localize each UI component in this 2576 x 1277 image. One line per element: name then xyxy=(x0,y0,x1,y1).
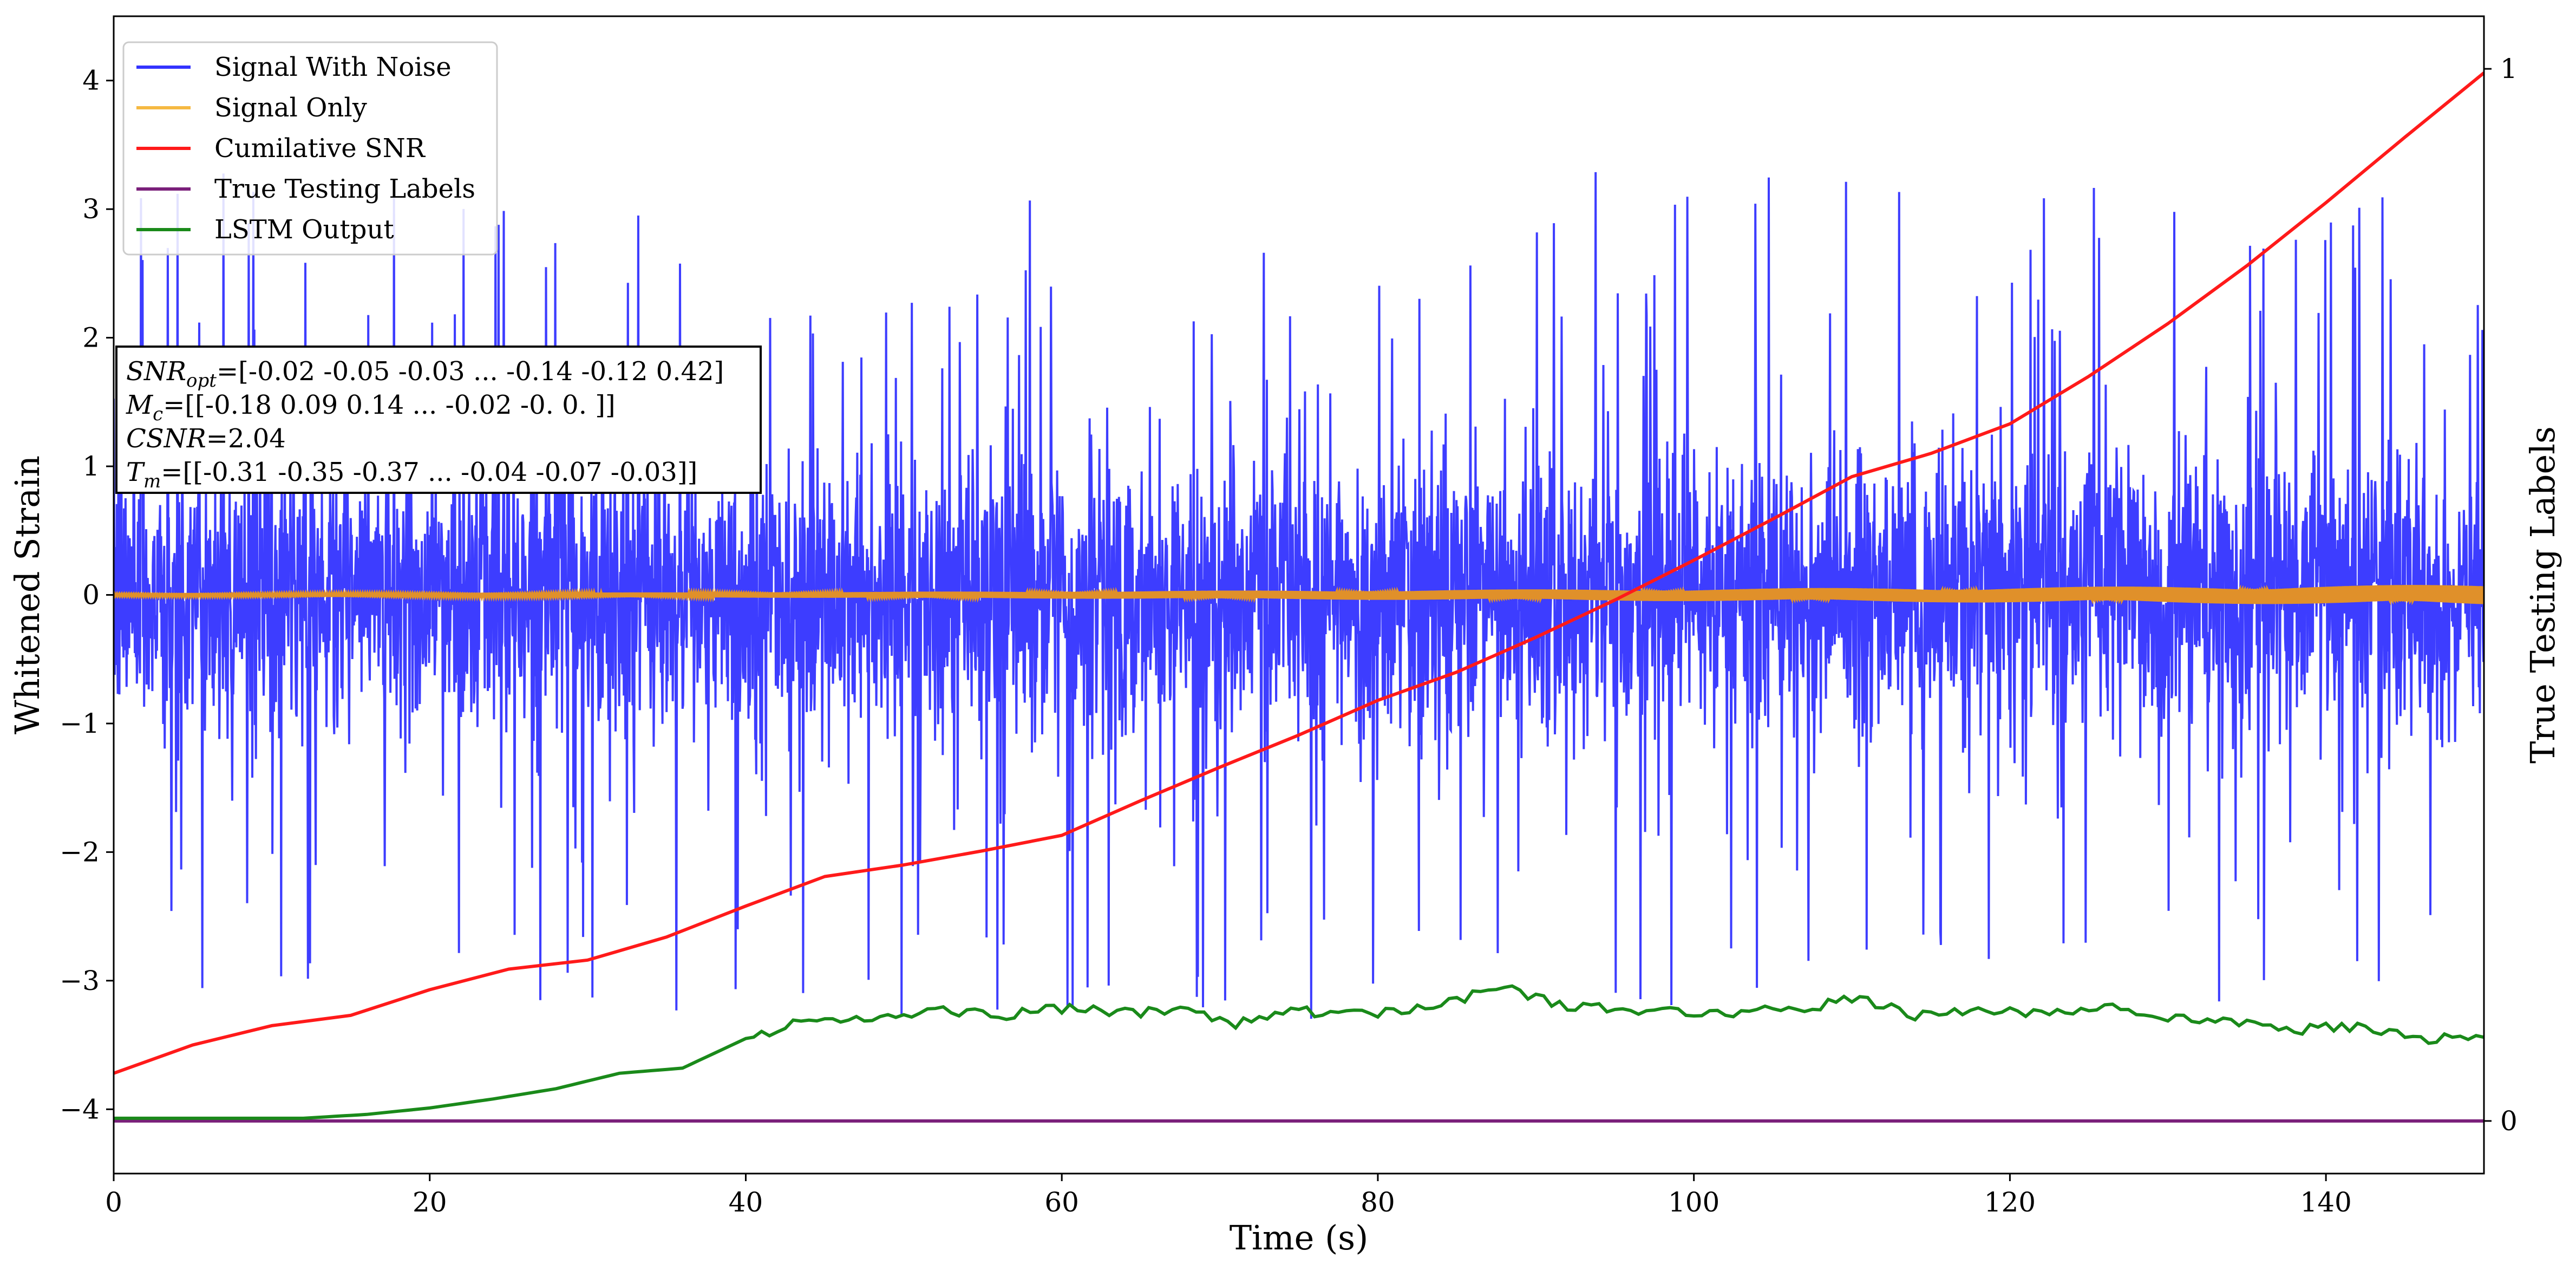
legend-label: Cumilative SNR xyxy=(214,133,426,164)
y-tick-label: 0 xyxy=(82,579,100,611)
signal-only-line xyxy=(114,584,2484,606)
y2-axis-title: True Testing Labels xyxy=(2523,426,2562,764)
x-tick-label: 0 xyxy=(105,1187,122,1218)
annotation-symbol: M xyxy=(126,390,154,420)
legend-label: Signal Only xyxy=(214,93,367,123)
annotation-line: CSNR=2.04 xyxy=(126,424,286,454)
annotation-value: =[-0.02 -0.05 -0.03 ... -0.14 -0.12 0.42… xyxy=(217,356,724,387)
x-tick-label: 20 xyxy=(413,1187,447,1218)
annotation-box xyxy=(115,346,762,494)
plot-area xyxy=(114,71,2484,1123)
overlay: Signal With Noise Signal Only Cumilative S… xyxy=(115,41,762,494)
x-tick-label: 60 xyxy=(1044,1187,1079,1218)
legend-box xyxy=(122,41,498,256)
y-tick-label: −2 xyxy=(60,836,100,868)
y-tick-label: −3 xyxy=(60,965,100,996)
legend-label: LSTM Output xyxy=(214,214,394,245)
y-tick-label: 4 xyxy=(82,65,100,96)
annotation-value: =2.04 xyxy=(206,424,286,454)
x-tick-label: 80 xyxy=(1361,1187,1395,1218)
x-tick-label: 100 xyxy=(1668,1187,1719,1218)
annotation-subscript: opt xyxy=(186,370,217,392)
x-tick-label: 140 xyxy=(2300,1187,2351,1218)
annotation-symbol: SNR xyxy=(126,356,186,387)
y-axis-title: Whitened Strain xyxy=(8,455,47,734)
annotation-line: Mc=[[-0.18 0.09 0.14 ... -0.02 -0. 0. ]] xyxy=(126,390,616,425)
lstm-output-line xyxy=(114,984,2484,1120)
annotation-line: SNRopt=[-0.02 -0.05 -0.03 ... -0.14 -0.1… xyxy=(126,356,724,392)
cumulative-snr-line xyxy=(114,71,2484,1075)
annotation-value: =[[-0.31 -0.35 -0.37 ... -0.04 -0.07 -0.… xyxy=(161,457,697,487)
annotation-symbol: CSNR xyxy=(126,424,206,454)
plot-series-group xyxy=(114,71,2484,1123)
y-tick-label: 1 xyxy=(82,451,100,482)
legend-label: True Testing Labels xyxy=(214,174,475,204)
x-tick-label: 120 xyxy=(1984,1187,2036,1218)
legend-label: Signal With Noise xyxy=(214,52,452,82)
annotation-value: =[[-0.18 0.09 0.14 ... -0.02 -0. 0. ]] xyxy=(163,390,615,420)
y-tick-label: 2 xyxy=(82,322,100,354)
x-axis-title: Time (s) xyxy=(1230,1218,1369,1258)
y2-tick-label: 1 xyxy=(2500,53,2518,84)
y2-tick-label: 0 xyxy=(2500,1105,2518,1137)
annotation-subscript: c xyxy=(153,403,163,425)
annotation-subscript: m xyxy=(143,471,161,492)
annotation-line: Tm=[[-0.31 -0.35 -0.37 ... -0.04 -0.07 -… xyxy=(126,457,697,492)
x-tick-label: 40 xyxy=(729,1187,763,1218)
annotation-symbol: T xyxy=(126,457,145,487)
y-tick-label: −4 xyxy=(60,1093,100,1125)
y-tick-label: −1 xyxy=(60,708,100,739)
y-tick-label: 3 xyxy=(82,193,100,225)
